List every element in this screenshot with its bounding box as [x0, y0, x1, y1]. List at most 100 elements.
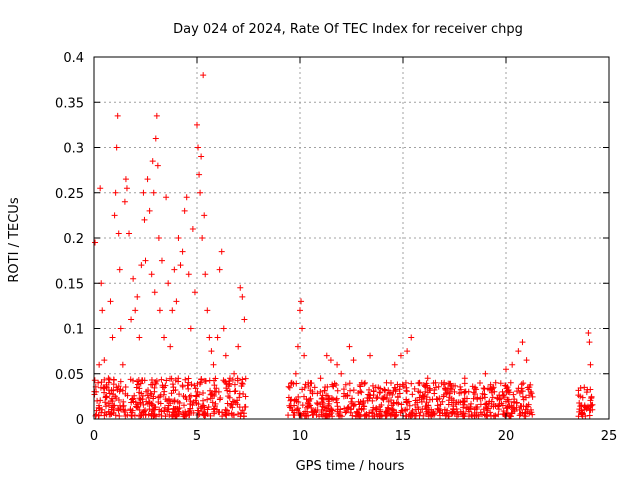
data-point: [587, 402, 594, 409]
data-point: [508, 402, 515, 409]
data-point: [390, 400, 397, 407]
data-point: [425, 402, 432, 409]
y-tick-label: 0.1: [63, 323, 84, 338]
data-point: [163, 377, 170, 384]
data-point: [99, 307, 106, 314]
data-point: [417, 409, 424, 416]
data-point: [165, 402, 172, 409]
data-point: [377, 389, 384, 396]
data-point: [501, 394, 508, 401]
data-point: [294, 407, 300, 414]
data-point: [387, 412, 394, 419]
data-point: [429, 411, 436, 418]
data-point: [528, 390, 535, 397]
data-point: [432, 384, 439, 391]
data-point: [154, 162, 161, 169]
data-point: [448, 399, 455, 406]
data-point: [394, 381, 401, 388]
data-point: [521, 412, 528, 419]
data-point: [163, 194, 170, 201]
data-point: [374, 394, 381, 401]
data-point: [96, 361, 103, 368]
data-point: [134, 404, 141, 411]
data-point: [370, 388, 377, 395]
data-point: [393, 409, 400, 416]
data-point: [347, 387, 354, 394]
data-point: [481, 391, 488, 398]
data-point: [584, 403, 591, 410]
data-point: [185, 271, 192, 278]
data-point: [165, 395, 172, 402]
data-point: [146, 207, 153, 214]
data-point: [460, 398, 467, 405]
data-point: [213, 385, 220, 392]
data-point: [211, 388, 218, 395]
data-point: [152, 135, 159, 142]
data-point: [141, 377, 148, 384]
data-point: [346, 343, 353, 350]
data-point: [381, 386, 388, 393]
data-point: [129, 395, 136, 402]
data-point: [121, 408, 128, 415]
data-point: [388, 397, 395, 404]
data-point: [91, 377, 98, 384]
data-point: [367, 352, 374, 359]
data-point: [99, 406, 106, 413]
data-point: [489, 394, 496, 401]
data-point: [403, 398, 410, 405]
data-point: [308, 404, 315, 411]
data-point: [198, 153, 205, 160]
data-point: [474, 396, 481, 403]
data-point: [461, 395, 468, 402]
y-axis-label: ROTI / TECUs: [7, 197, 22, 282]
data-point: [411, 385, 418, 392]
data-point: [373, 395, 380, 402]
data-point: [201, 377, 208, 384]
data-point: [201, 212, 208, 219]
data-point: [386, 389, 393, 396]
data-point: [115, 383, 122, 390]
data-point: [117, 378, 124, 385]
data-point: [133, 384, 140, 391]
data-point: [150, 393, 157, 400]
data-point: [162, 413, 169, 420]
data-point: [333, 382, 340, 389]
data-point: [408, 334, 415, 341]
data-point: [100, 384, 107, 391]
data-point: [106, 411, 113, 418]
data-point: [239, 293, 246, 300]
x-tick-label: 25: [601, 429, 618, 444]
data-point: [210, 361, 217, 368]
data-point: [520, 380, 527, 387]
x-axis-label: GPS time / hours: [296, 459, 405, 474]
data-point: [519, 339, 526, 346]
y-tick-label: 0.4: [63, 51, 84, 66]
data-point: [195, 144, 202, 151]
data-point: [460, 404, 467, 411]
data-point: [145, 387, 152, 394]
data-point: [575, 413, 582, 420]
data-point: [471, 406, 478, 413]
data-point: [440, 393, 447, 400]
data-point: [422, 382, 429, 389]
data-point: [91, 391, 98, 398]
data-point: [192, 385, 199, 392]
data-point: [439, 398, 446, 405]
data-point: [225, 381, 232, 388]
data-point: [342, 409, 349, 416]
data-point: [114, 386, 121, 393]
data-point: [575, 387, 582, 394]
data-point: [576, 399, 583, 406]
y-tick-label: 0.15: [55, 277, 84, 292]
data-point: [98, 379, 105, 386]
data-point: [123, 185, 130, 192]
data-point: [404, 399, 411, 406]
data-point: [342, 381, 349, 388]
data-point: [187, 325, 194, 332]
data-point: [180, 393, 187, 400]
data-point: [404, 348, 411, 355]
data-point: [223, 407, 230, 414]
data-point: [340, 393, 347, 400]
data-point: [471, 412, 478, 419]
data-point: [358, 389, 365, 396]
